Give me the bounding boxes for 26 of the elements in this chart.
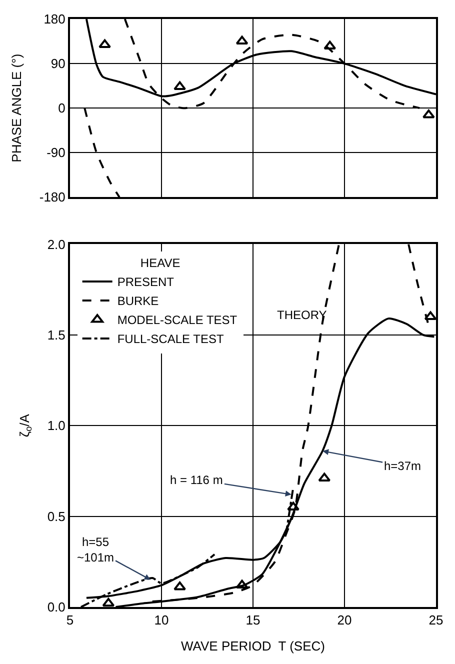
x-tick-label: 15: [246, 612, 260, 628]
x-axis-title: WAVE PERIOD T (SEC): [181, 638, 325, 654]
annotation: h = 116 m: [170, 473, 223, 487]
y-tick-label: 1.5: [47, 327, 66, 342]
y-tick-label: -90: [46, 145, 66, 160]
y-tick-label: 180: [44, 12, 66, 27]
legend-label: MODEL-SCALE TEST: [117, 313, 238, 328]
y-tick-label: 1.0: [47, 418, 66, 434]
y-tick-label: 2.0: [47, 236, 66, 252]
legend-label: FULL-SCALE TEST: [117, 332, 224, 346]
legend-title: HEAVE: [140, 256, 180, 270]
y-tick-label: 0: [58, 100, 66, 116]
x-tick-label: 25: [428, 612, 444, 628]
y-axis-title: PHASE ANGLE (°): [8, 54, 24, 162]
legend-label: BURKE: [117, 294, 159, 308]
y-tick-label: 90: [50, 56, 66, 72]
x-tick-label: 10: [154, 612, 169, 628]
y-tick-label: 0.0: [47, 600, 66, 615]
y-tick-label: 0.5: [47, 508, 66, 524]
y-tick-label: -180: [39, 190, 66, 205]
annotation: h=37m: [384, 459, 422, 473]
annotation: h=55 ~101m: [77, 535, 114, 565]
legend-label: PRESENT: [117, 275, 175, 290]
annotation: THEORY: [277, 308, 327, 322]
x-tick-label: 5: [66, 612, 74, 628]
x-tick-label: 20: [337, 612, 352, 628]
